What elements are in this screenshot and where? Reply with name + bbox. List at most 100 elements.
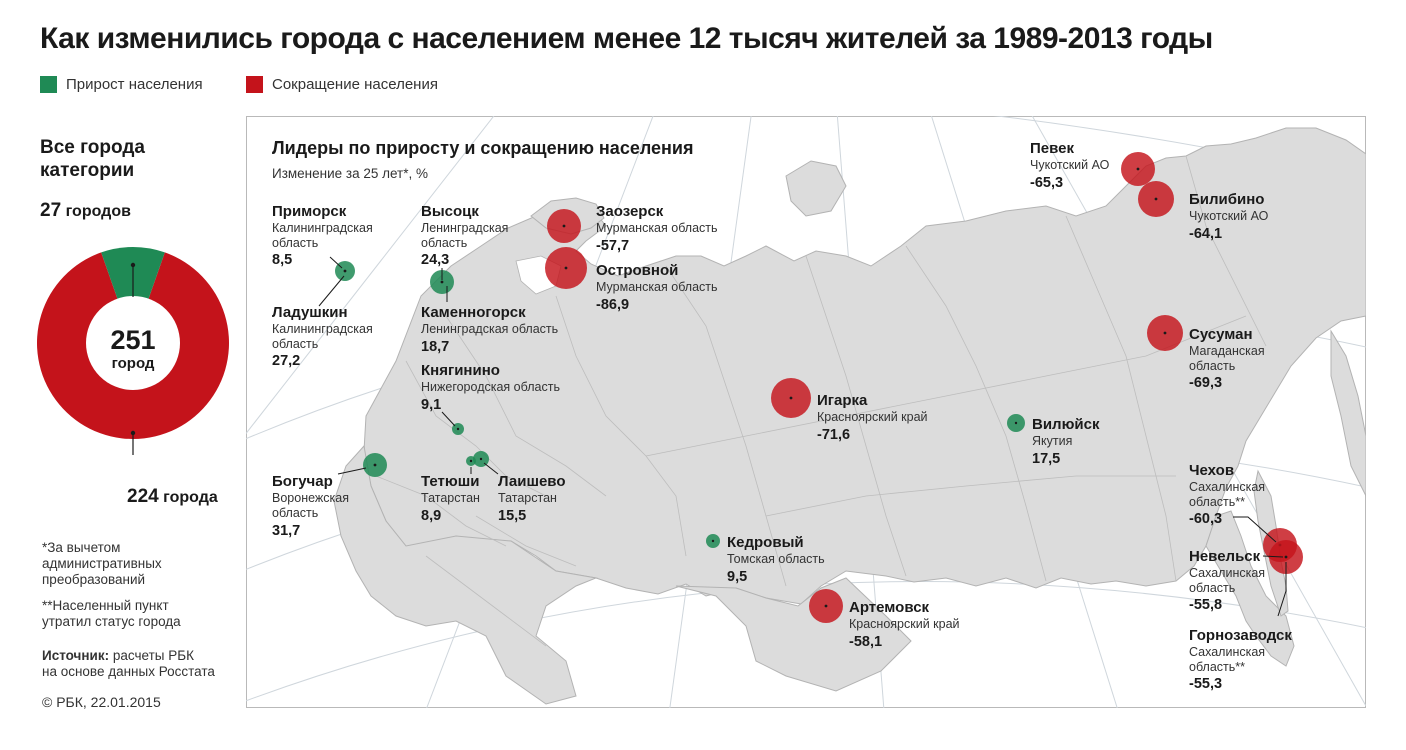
city-value: 27,2	[272, 353, 300, 369]
city-value: 9,5	[727, 569, 747, 585]
city-gornozavodsk: Горнозаводск Сахалинская область** -55,3	[1189, 562, 1292, 692]
city-name: Кедровый	[727, 534, 804, 551]
city-laishevo: Лаишево Татарстан 15,5	[473, 451, 566, 524]
far-east	[1205, 510, 1295, 667]
russia-map: Лидеры по приросту и сокращению населени…	[246, 116, 1366, 708]
kamchatka	[1330, 329, 1366, 497]
city-region: Калининградская	[272, 322, 373, 336]
footnote-2-line2: утратил статус города	[42, 614, 181, 629]
city-bilibino: Билибино Чукотский АО -64,1	[1138, 181, 1269, 242]
city-value: -86,9	[596, 297, 629, 313]
source-label: Источник:	[42, 648, 110, 663]
city-region: область	[272, 236, 318, 250]
city-region: область	[421, 236, 467, 250]
legend-growth: Прирост населения	[40, 74, 203, 94]
source-note: Источник: расчеты РБК на основе данных Р…	[42, 648, 215, 680]
city-name: Певек	[1030, 140, 1074, 157]
city-name: Заозерск	[596, 203, 664, 220]
city-name: Сусуман	[1189, 326, 1253, 343]
city-primorsk: Приморск Калининградская область 8,5	[272, 203, 373, 281]
city-name: Игарка	[817, 392, 868, 409]
city-region: Воронежская	[272, 491, 349, 505]
footnote-1-line3: преобразований	[42, 572, 146, 587]
decline-leader-dot	[130, 430, 136, 436]
city-value: 18,7	[421, 339, 449, 355]
city-zaozersk: Заозерск Мурманская область -57,7	[547, 203, 718, 254]
city-value: 24,3	[421, 252, 449, 268]
city-kamennogorsk: Каменногорск Ленинградская область 18,7	[421, 286, 558, 355]
city-artemovsk: Артемовск Красноярский край -58,1	[809, 589, 960, 650]
city-region: Магаданская	[1189, 344, 1265, 358]
european-west	[333, 444, 598, 705]
city-pevek: Певек Чукотский АО -65,3	[1030, 140, 1155, 191]
city-ladushkin: Ладушкин Калининградская область 27,2	[272, 275, 373, 369]
city-susuman: Сусуман Магаданская область -69,3	[1147, 315, 1265, 391]
source-line1: расчеты РБК	[112, 648, 194, 663]
city-name: Каменногорск	[421, 304, 526, 321]
city-ostrovnoy: Островной Мурманская область -86,9	[545, 247, 718, 313]
decline-word: города	[163, 489, 218, 506]
city-name: Лаишево	[498, 473, 566, 490]
donut-total: 251	[110, 325, 155, 355]
legend-decline: Сокращение населения	[246, 74, 438, 94]
city-name: Ладушкин	[272, 304, 348, 321]
city-value: -64,1	[1189, 226, 1222, 242]
city-value: 15,5	[498, 508, 526, 524]
city-kedrovy: Кедровый Томская область 9,5	[706, 534, 825, 585]
city-region: Татарстан	[421, 491, 480, 505]
city-knyaginino: Княгинино Нижегородская область 9,1	[421, 362, 560, 435]
map-heading: Лидеры по приросту и сокращению населени…	[272, 138, 694, 158]
decline-count: 224	[127, 486, 159, 507]
legend-growth-swatch	[40, 75, 57, 93]
city-name: Приморск	[272, 203, 347, 220]
growth-count-label: 27 городов	[40, 200, 131, 222]
decline-count-label: 224 города	[127, 486, 218, 508]
city-name: Богучар	[272, 473, 333, 490]
city-region: Сахалинская	[1189, 645, 1265, 659]
city-name: Невельск	[1189, 548, 1261, 565]
city-region: Чукотский АО	[1030, 158, 1110, 172]
map-subheading: Изменение за 25 лет*, %	[272, 166, 428, 181]
city-region: область	[272, 337, 318, 351]
city-region: Калининградская	[272, 221, 373, 235]
legend-decline-swatch	[246, 75, 263, 93]
city-value: -60,3	[1189, 511, 1222, 527]
city-region: область	[272, 506, 318, 520]
city-vilyuysk: Вилюйск Якутия 17,5	[1007, 414, 1100, 467]
city-value: -69,3	[1189, 375, 1222, 391]
footnote-1-line1: *За вычетом	[42, 540, 121, 555]
city-region: область	[1189, 359, 1235, 373]
city-name: Островной	[596, 262, 678, 279]
city-region: Мурманская область	[596, 221, 718, 235]
donut-chart: 251 город	[36, 246, 229, 455]
city-region: Красноярский край	[817, 410, 928, 424]
city-region: область**	[1189, 495, 1245, 509]
footnote-2: **Населенный пункт утратил статус города	[42, 598, 181, 630]
city-value: 9,1	[421, 397, 441, 413]
city-name: Артемовск	[849, 599, 930, 616]
city-value: 8,5	[272, 252, 292, 268]
legend-growth-label: Прирост населения	[66, 75, 203, 93]
footnote-1: *За вычетом административных преобразова…	[42, 540, 162, 588]
page-title: Как изменились города с населением менее…	[40, 22, 1213, 55]
city-name: Княгинино	[421, 362, 500, 379]
city-region: Мурманская область	[596, 280, 718, 294]
south-regions	[675, 577, 912, 692]
city-value: -55,3	[1189, 676, 1222, 692]
city-region: Ленинградская область	[421, 322, 558, 336]
city-name: Чехов	[1189, 462, 1234, 479]
donut-total-word: город	[112, 355, 155, 372]
city-name: Билибино	[1189, 191, 1264, 208]
city-value: -71,6	[817, 427, 850, 443]
city-region: Сахалинская	[1189, 480, 1265, 494]
novaya-zemlya	[785, 160, 847, 217]
city-name: Вилюйск	[1032, 416, 1100, 433]
city-value: -58,1	[849, 634, 882, 650]
city-region: Татарстан	[498, 491, 557, 505]
city-region: Томская область	[727, 552, 825, 566]
donut-hole	[86, 296, 180, 390]
city-vysotsk: Высоцк Ленинградская область 24,3	[421, 203, 508, 294]
city-value: 17,5	[1032, 451, 1060, 467]
city-value: 31,7	[272, 523, 300, 539]
city-region: Сахалинская	[1189, 566, 1265, 580]
